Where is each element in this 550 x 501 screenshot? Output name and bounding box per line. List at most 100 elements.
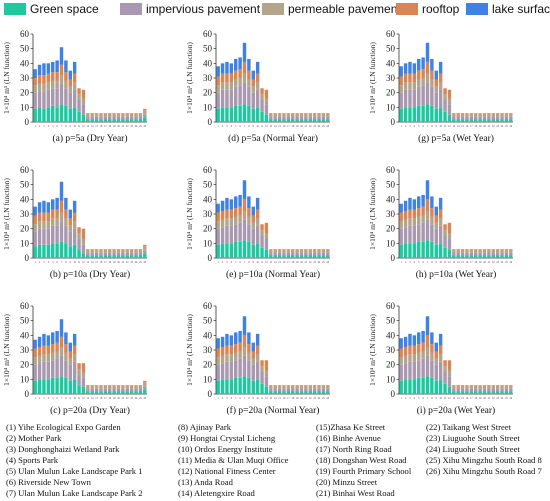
y-tick-label: 60 bbox=[203, 165, 213, 175]
bar-segment bbox=[86, 391, 90, 394]
x-tick-label: 22 bbox=[309, 125, 312, 128]
bar-segment bbox=[242, 180, 247, 200]
bar-segment bbox=[474, 388, 478, 392]
bar-segment bbox=[317, 250, 321, 253]
bar-segment bbox=[225, 218, 229, 226]
bar-segment bbox=[308, 119, 312, 122]
bar-segment bbox=[425, 240, 430, 258]
bar-segment bbox=[42, 212, 46, 222]
bar-segment bbox=[504, 114, 509, 117]
bar-segment bbox=[225, 73, 229, 83]
y-tick-label: 0 bbox=[391, 253, 396, 263]
bar-segment bbox=[90, 255, 94, 258]
bar-segment bbox=[474, 113, 478, 115]
bar-segment bbox=[37, 202, 42, 213]
bar-segment bbox=[59, 83, 64, 105]
x-tick-label: 26 bbox=[327, 397, 330, 400]
bar-segment bbox=[482, 388, 487, 392]
bar-segment bbox=[491, 386, 495, 389]
bar-segment bbox=[238, 57, 242, 70]
bar-segment bbox=[68, 364, 72, 381]
y-tick-label: 50 bbox=[386, 44, 396, 54]
chart-caption: (g) p=5a (Wet Year) bbox=[418, 133, 494, 144]
bar-segment bbox=[495, 114, 500, 117]
bar-segment bbox=[500, 386, 504, 389]
x-tick-label: 2 bbox=[39, 397, 41, 400]
bar-segment bbox=[282, 119, 286, 122]
bar-segment bbox=[121, 249, 125, 251]
legend-label: impervious pavement bbox=[146, 2, 261, 16]
bar-segment bbox=[460, 114, 465, 117]
bar-segment bbox=[229, 209, 234, 219]
bar-segment bbox=[273, 385, 277, 387]
bar-segment bbox=[242, 376, 247, 394]
bar-segment bbox=[86, 116, 90, 120]
y-tick-label: 60 bbox=[20, 301, 30, 311]
bar-segment bbox=[509, 386, 513, 389]
bar-segment bbox=[68, 79, 72, 87]
x-tick-label: 23 bbox=[313, 125, 316, 128]
bar-segment bbox=[103, 385, 108, 387]
bar-segment bbox=[42, 200, 46, 213]
x-tick-label: 2 bbox=[405, 261, 407, 264]
x-tick-label: 2 bbox=[39, 125, 41, 128]
bar-segment bbox=[317, 114, 321, 117]
bar-segment bbox=[251, 364, 255, 381]
bar-segment bbox=[277, 255, 282, 258]
bar-segment bbox=[134, 255, 138, 258]
bar-segment bbox=[116, 252, 121, 256]
bar-segment bbox=[421, 358, 425, 378]
bar-segment bbox=[304, 388, 308, 392]
y-tick-label: 10 bbox=[20, 102, 30, 112]
bar-segment bbox=[500, 119, 504, 122]
x-tick-label: 22 bbox=[492, 125, 495, 128]
bar-segment bbox=[269, 255, 273, 258]
site-name: (4) Sports Park bbox=[6, 455, 59, 465]
x-tick-label: 12 bbox=[265, 125, 268, 128]
bar-segment bbox=[238, 105, 242, 122]
bar-segment bbox=[51, 360, 55, 378]
y-tick-label: 60 bbox=[386, 165, 396, 175]
bar-segment bbox=[33, 206, 37, 216]
x-tick-label: 7 bbox=[244, 397, 246, 400]
bar-segment bbox=[282, 385, 286, 387]
bar-segment bbox=[312, 385, 317, 387]
bar-segment bbox=[504, 255, 509, 258]
x-tick-label: 5 bbox=[418, 125, 420, 128]
bar-segment bbox=[500, 391, 504, 394]
bar-segment bbox=[129, 386, 134, 389]
bar-segment bbox=[299, 116, 304, 120]
bar-segment bbox=[317, 255, 321, 258]
bar-segment bbox=[417, 216, 421, 225]
bar-segment bbox=[317, 391, 321, 394]
bar-segment bbox=[430, 241, 434, 258]
bar-segment bbox=[465, 386, 469, 389]
x-tick-label: 15 bbox=[278, 397, 281, 400]
bar-segment bbox=[255, 361, 260, 380]
bar-segment bbox=[59, 200, 64, 213]
bar-segment bbox=[425, 376, 430, 394]
bar-segment bbox=[59, 347, 64, 356]
bar-segment bbox=[482, 255, 487, 258]
bar-segment bbox=[138, 385, 143, 387]
bar-segment bbox=[438, 345, 443, 355]
x-tick-label: 23 bbox=[130, 125, 133, 128]
bar-segment bbox=[308, 116, 312, 120]
bar-segment bbox=[68, 108, 72, 122]
x-tick-label: 5 bbox=[52, 261, 54, 264]
bar-segment bbox=[312, 250, 317, 253]
bar-segment bbox=[216, 357, 220, 365]
bar-segment bbox=[129, 250, 134, 253]
bar-segment bbox=[46, 202, 51, 213]
bar-segment bbox=[504, 249, 509, 251]
bar-segment bbox=[273, 113, 277, 115]
legend-label: permeable pavement bbox=[288, 2, 401, 16]
x-tick-label: 1 bbox=[401, 261, 403, 264]
site-name: (20) Minzu Street bbox=[316, 477, 378, 487]
bar-segment bbox=[474, 114, 478, 117]
bar-segment bbox=[64, 218, 68, 226]
bar-segment bbox=[264, 114, 269, 122]
bar-segment bbox=[86, 388, 90, 392]
bar-segment bbox=[447, 360, 452, 371]
bar-segment bbox=[242, 61, 247, 74]
